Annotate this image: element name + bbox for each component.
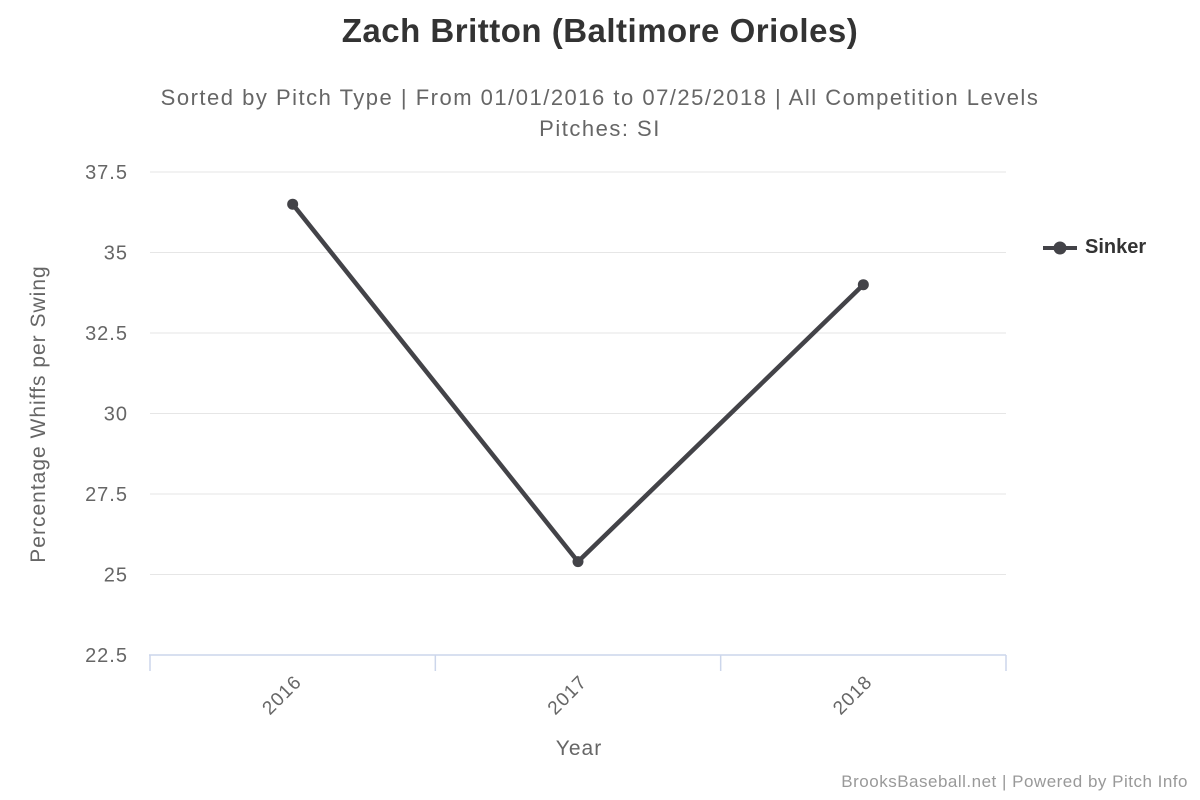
- x-tick-label: 2018: [829, 672, 877, 720]
- legend-item-sinker[interactable]: Sinker: [1042, 236, 1146, 259]
- data-point-2017[interactable]: [572, 556, 584, 568]
- series-line-sinker: [290, 201, 866, 564]
- y-tick-label: 22.5: [85, 645, 128, 667]
- chart-subtitle-line2: Pitches: SI: [539, 116, 661, 141]
- y-tick-label: 35: [104, 243, 128, 265]
- y-tick-label: 30: [104, 404, 128, 426]
- data-point-2016[interactable]: [287, 198, 299, 210]
- chart-title: Zach Britton (Baltimore Orioles): [341, 12, 859, 49]
- chart-subtitle: Sorted by Pitch Type | From 01/01/2016 t…: [0, 82, 1200, 144]
- chart-subtitle-line1: Sorted by Pitch Type | From 01/01/2016 t…: [160, 85, 1040, 110]
- x-tick-label: 2016: [259, 672, 307, 720]
- legend: Sinker: [1042, 236, 1146, 259]
- y-tick-label: 27.5: [85, 484, 128, 506]
- data-point-2018[interactable]: [857, 279, 869, 291]
- y-tick-label: 25: [104, 565, 128, 587]
- y-tick-label: 37.5: [85, 162, 128, 184]
- credits-link[interactable]: BrooksBaseball.net | Powered by Pitch In…: [841, 772, 1188, 791]
- y-tick-label: 32.5: [85, 323, 128, 345]
- line-circle-marker-icon: [1043, 241, 1077, 254]
- x-axis-title: Year: [555, 737, 603, 760]
- legend-label: Sinker: [1085, 236, 1147, 258]
- x-tick-label: 2017: [544, 672, 592, 720]
